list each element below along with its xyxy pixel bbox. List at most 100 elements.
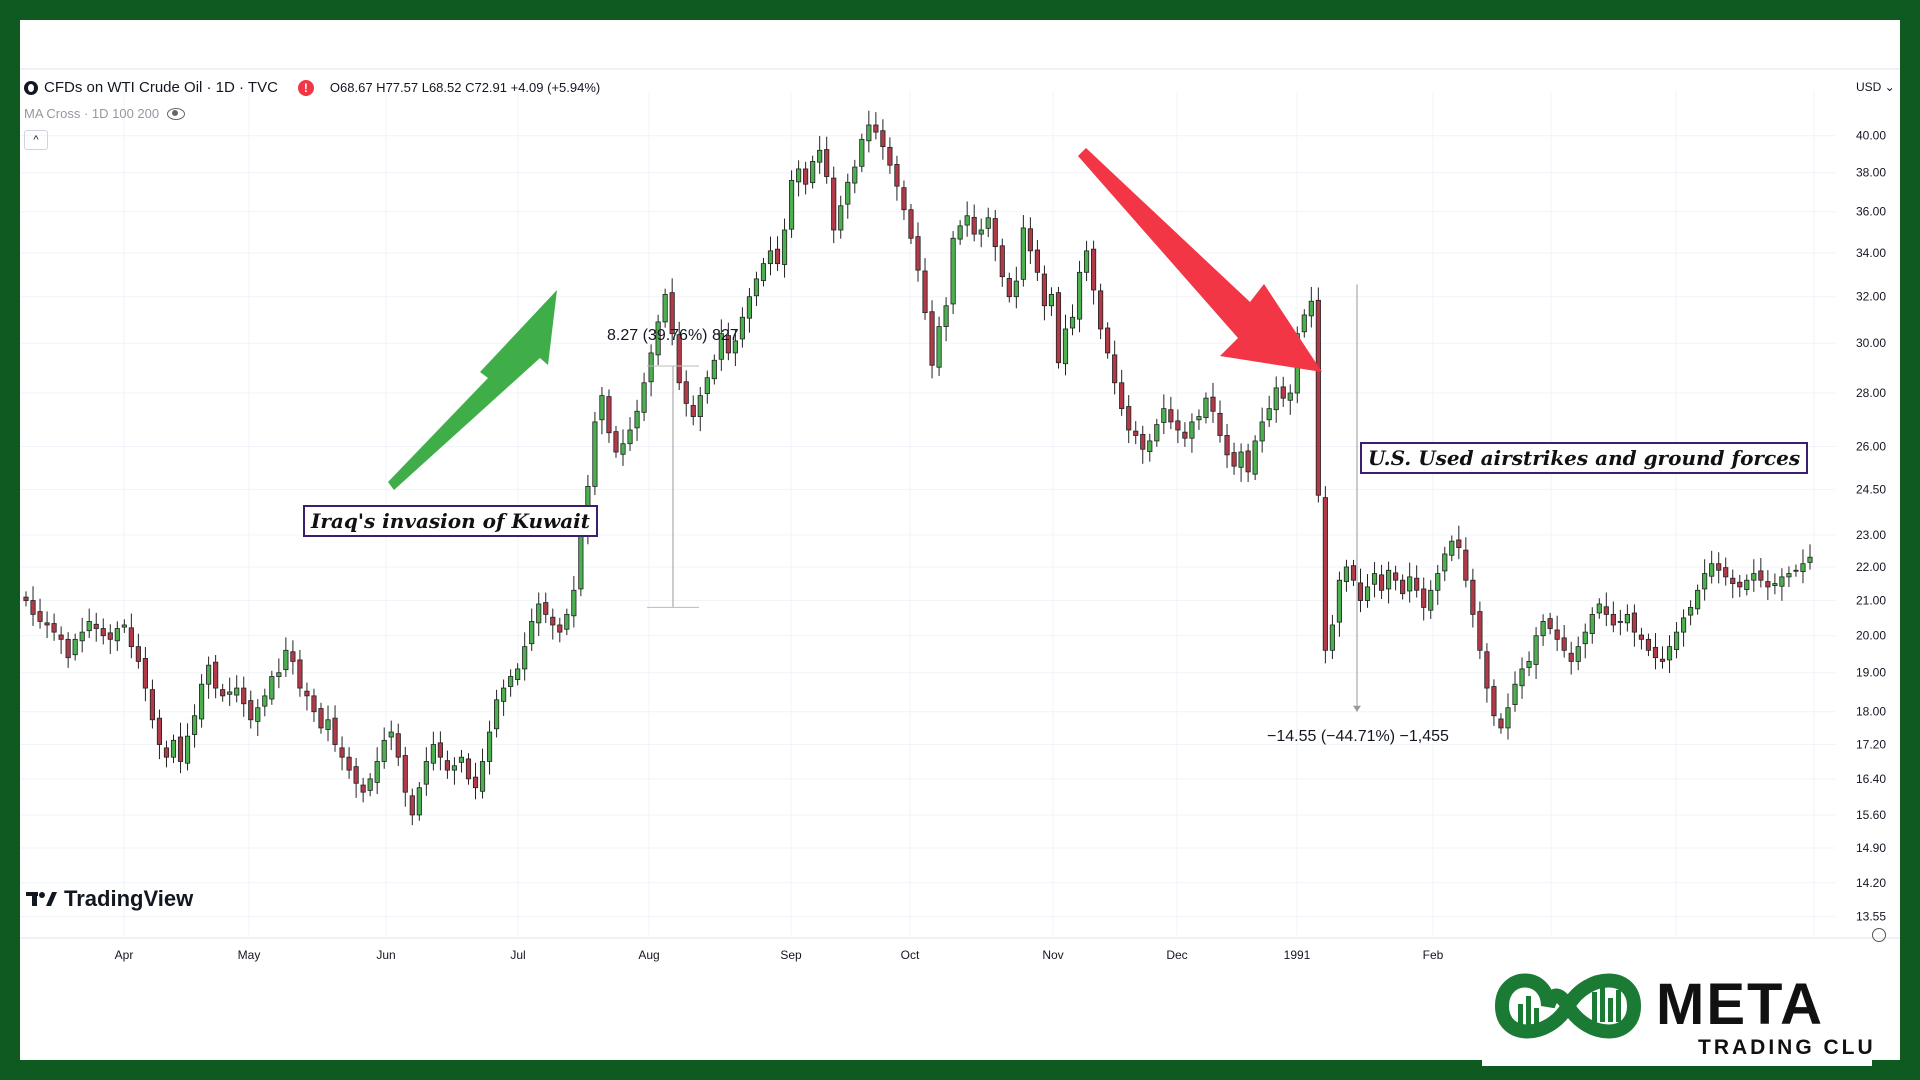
candle bbox=[1393, 565, 1399, 591]
candle bbox=[100, 618, 106, 645]
indicator-legend[interactable]: MA Cross · 1D 100 200 bbox=[24, 106, 186, 121]
currency-selector[interactable]: USD ⌄ bbox=[1856, 80, 1895, 94]
candle bbox=[915, 222, 921, 282]
candle bbox=[283, 637, 289, 677]
candle bbox=[978, 218, 984, 248]
candle bbox=[1224, 424, 1230, 468]
candle bbox=[1744, 574, 1750, 596]
y-tick-label: 24.50 bbox=[1856, 482, 1886, 496]
candle bbox=[1329, 614, 1335, 660]
candle bbox=[149, 679, 156, 729]
candle bbox=[1364, 574, 1371, 608]
red-arrow-icon bbox=[1078, 148, 1322, 372]
candle bbox=[648, 344, 654, 397]
candle bbox=[620, 429, 626, 466]
candle bbox=[1709, 550, 1715, 584]
candle bbox=[1723, 557, 1729, 586]
candle bbox=[199, 674, 205, 728]
candle bbox=[1695, 584, 1701, 615]
candle bbox=[1098, 283, 1104, 340]
indicator-label[interactable]: MA Cross · 1D 100 200 bbox=[24, 106, 160, 121]
symbol-header[interactable]: CFDs on WTI Crude Oil · 1D · TVC ! O68.6… bbox=[24, 79, 600, 96]
candle bbox=[669, 278, 675, 346]
candle bbox=[1034, 239, 1040, 282]
candle bbox=[515, 663, 521, 686]
candle bbox=[1737, 575, 1743, 598]
candle bbox=[1414, 565, 1420, 598]
candle bbox=[1603, 592, 1609, 627]
price-chart[interactable]: 40.00 38.00 36.00 34.00 32.00 30.00 28.00 26.00… bbox=[20, 20, 1900, 1060]
y-tick-label: 14.20 bbox=[1856, 876, 1886, 890]
candle bbox=[1315, 287, 1321, 503]
alert-icon[interactable]: ! bbox=[297, 79, 314, 96]
candle bbox=[107, 624, 113, 654]
candle bbox=[1083, 240, 1090, 282]
candle bbox=[564, 608, 570, 636]
candle bbox=[1013, 266, 1019, 309]
candle bbox=[971, 204, 977, 242]
candle bbox=[1154, 418, 1160, 447]
y-tick-label: 16.40 bbox=[1856, 772, 1886, 786]
candle bbox=[788, 170, 795, 238]
candle bbox=[1800, 549, 1806, 584]
candle bbox=[465, 753, 472, 785]
candle bbox=[1140, 425, 1146, 464]
candle bbox=[269, 670, 275, 705]
candle bbox=[1027, 217, 1033, 264]
candle bbox=[817, 136, 823, 174]
gear-icon[interactable] bbox=[1872, 928, 1886, 942]
candle bbox=[1624, 604, 1630, 632]
candle bbox=[1498, 713, 1504, 734]
candle bbox=[311, 688, 317, 722]
candle bbox=[894, 155, 900, 201]
candle bbox=[1210, 382, 1216, 423]
candle bbox=[1238, 443, 1244, 482]
eye-icon[interactable] bbox=[167, 107, 186, 120]
candle bbox=[852, 159, 858, 194]
candle bbox=[613, 425, 619, 458]
y-tick-label: 13.55 bbox=[1856, 910, 1886, 924]
candle bbox=[395, 723, 401, 766]
y-tick-label: 20.00 bbox=[1856, 629, 1886, 643]
candle bbox=[1407, 562, 1413, 603]
candle bbox=[1126, 395, 1132, 444]
candle bbox=[803, 161, 809, 195]
y-tick-label: 14.90 bbox=[1856, 841, 1886, 855]
candle bbox=[929, 300, 935, 379]
candle bbox=[1765, 570, 1771, 601]
candle bbox=[353, 758, 359, 798]
candle bbox=[37, 598, 43, 629]
candle bbox=[423, 747, 429, 796]
candle bbox=[550, 608, 556, 640]
candle bbox=[402, 746, 408, 807]
candle bbox=[1547, 612, 1553, 635]
candle bbox=[1779, 568, 1785, 601]
candle bbox=[1378, 564, 1385, 600]
candle bbox=[1259, 407, 1265, 453]
tradingview-logo[interactable]: TradingView bbox=[26, 886, 193, 912]
candle bbox=[170, 734, 177, 763]
candle bbox=[1322, 486, 1328, 664]
candle bbox=[346, 747, 352, 779]
green-arrow-icon bbox=[388, 290, 557, 490]
candle bbox=[1287, 384, 1293, 415]
candle bbox=[1680, 609, 1687, 647]
candle bbox=[1336, 571, 1342, 637]
candle bbox=[1203, 392, 1209, 424]
y-tick-label: 18.00 bbox=[1856, 705, 1886, 719]
y-tick-label: 30.00 bbox=[1856, 336, 1886, 350]
candle bbox=[1400, 574, 1406, 600]
candle bbox=[297, 649, 303, 697]
candle bbox=[276, 658, 282, 689]
candle bbox=[381, 727, 387, 769]
candle bbox=[114, 621, 120, 651]
candle bbox=[1252, 435, 1258, 480]
symbol-title[interactable]: CFDs on WTI Crude Oil · 1D · TVC bbox=[44, 79, 278, 96]
candle bbox=[1343, 559, 1350, 592]
collapse-legend-button[interactable]: ^ bbox=[24, 130, 48, 150]
candle bbox=[887, 137, 893, 174]
candle bbox=[163, 740, 170, 768]
tradingview-logo-icon bbox=[26, 892, 57, 906]
candle bbox=[79, 617, 85, 653]
candle bbox=[318, 702, 324, 734]
